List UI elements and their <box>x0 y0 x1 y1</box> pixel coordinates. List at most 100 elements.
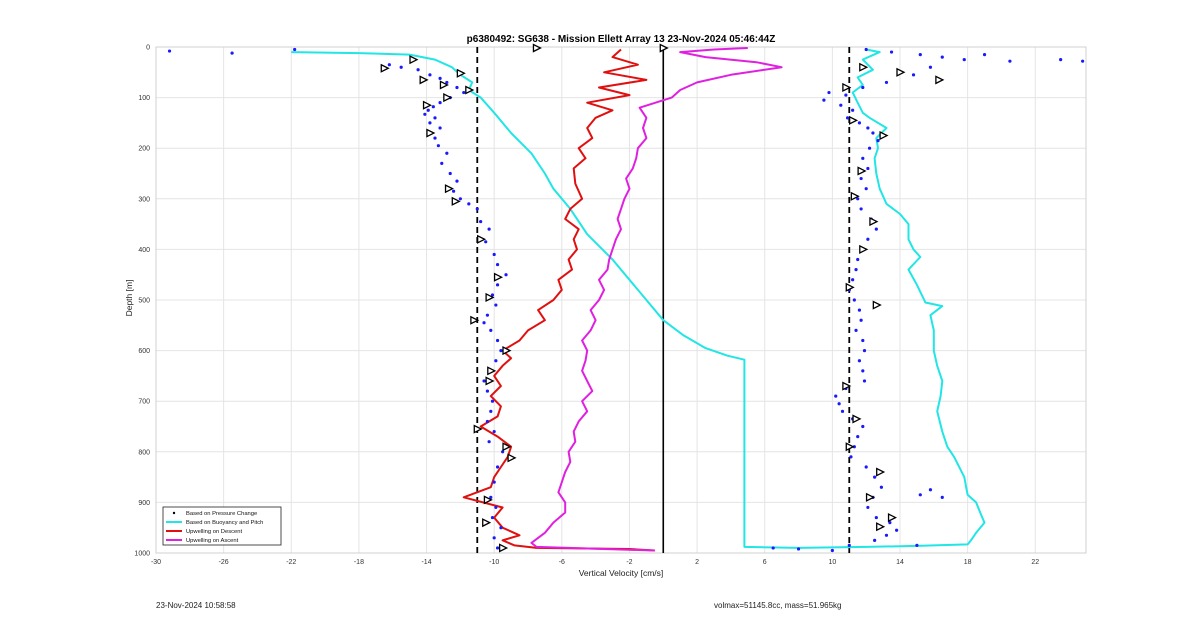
x-tick-label: -10 <box>489 559 499 566</box>
marker-triangle <box>879 130 889 141</box>
marker-triangle <box>473 424 483 434</box>
y-tick-label: 800 <box>138 449 150 456</box>
marker-triangle <box>426 128 436 138</box>
data-point <box>840 409 845 413</box>
marker-triangle <box>487 366 497 376</box>
marker-triangle <box>845 442 855 452</box>
data-point <box>851 108 855 112</box>
data-point <box>489 495 493 499</box>
marker-triangle <box>869 217 879 227</box>
legend: Based on Pressure Change Based on Buoyanc… <box>162 506 282 546</box>
data-point <box>485 313 490 317</box>
data-point <box>431 105 435 109</box>
data-point <box>499 349 503 353</box>
x-tick-label: -6 <box>559 559 565 566</box>
data-point <box>852 298 856 302</box>
y-axis-ticks: 0 100 200 300 400 500 600 700 800 900 1000 <box>134 45 150 558</box>
data-point <box>489 409 493 413</box>
marker-triangle <box>451 196 461 206</box>
x-tick-label: 10 <box>828 559 836 566</box>
data-point <box>918 493 922 497</box>
marker-triangle <box>659 43 669 53</box>
data-point <box>928 65 933 69</box>
data-point <box>856 257 860 262</box>
legend-swatch <box>172 511 176 515</box>
data-point <box>399 65 403 69</box>
marker-triangle <box>935 75 945 85</box>
data-point <box>884 80 889 85</box>
data-point <box>490 293 495 297</box>
data-point <box>915 543 919 548</box>
y-tick-label: 900 <box>138 500 150 507</box>
data-point <box>873 538 877 542</box>
marker-triangle <box>409 55 419 65</box>
marker-triangle <box>859 62 869 72</box>
data-point <box>490 515 495 520</box>
data-point <box>167 49 172 53</box>
data-point <box>859 176 863 181</box>
series-line <box>291 48 986 549</box>
marker-layer <box>380 43 945 553</box>
data-point <box>387 63 391 67</box>
y-tick-label: 600 <box>138 348 150 355</box>
data-point <box>862 349 867 353</box>
marker-triangle <box>849 115 859 125</box>
x-tick-label: -2 <box>626 559 632 566</box>
data-point <box>445 151 449 155</box>
y-tick-label: 700 <box>138 399 150 406</box>
data-point <box>501 450 505 454</box>
marker-triangle <box>532 43 542 53</box>
data-point <box>982 52 987 57</box>
data-point <box>859 207 863 211</box>
marker-triangle <box>493 272 504 282</box>
marker-triangle <box>485 376 495 386</box>
data-point <box>874 515 878 520</box>
data-point <box>859 318 863 322</box>
data-point <box>492 480 496 484</box>
marker-triangle <box>456 68 466 78</box>
data-point <box>462 90 466 95</box>
data-point <box>482 321 486 325</box>
data-point <box>230 51 234 55</box>
data-point <box>940 55 944 59</box>
y-tick-label: 300 <box>138 196 150 203</box>
data-point <box>857 121 862 125</box>
data-point <box>504 273 508 277</box>
data-point <box>861 369 865 373</box>
x-tick-label: 2 <box>695 559 699 566</box>
data-point <box>495 262 500 267</box>
data-point <box>928 488 933 492</box>
data-point <box>849 455 853 459</box>
data-point <box>867 146 872 150</box>
data-point <box>830 548 834 553</box>
data-point <box>940 495 944 499</box>
data-point <box>822 98 826 102</box>
marker-triangle <box>502 346 512 356</box>
data-point <box>490 399 495 403</box>
data-point <box>861 424 865 429</box>
data-point <box>861 85 865 90</box>
data-point <box>837 402 841 406</box>
marker-triangle <box>865 492 876 502</box>
marker-triangle <box>857 166 867 176</box>
x-tick-label: 22 <box>1031 559 1039 566</box>
marker-triangle <box>887 513 897 523</box>
x-tick-label: -26 <box>219 559 229 566</box>
data-point <box>889 50 894 54</box>
marker-triangle <box>896 67 906 77</box>
marker-triangle <box>498 543 509 553</box>
data-point <box>856 435 860 439</box>
data-point <box>864 465 868 469</box>
data-point <box>962 58 966 62</box>
data-point <box>796 547 801 551</box>
x-tick-label: 14 <box>896 559 904 566</box>
data-point <box>436 144 440 148</box>
x-tick-label: -22 <box>286 559 296 566</box>
data-point <box>448 171 452 176</box>
legend-label: Upwelling on Descent <box>186 529 242 535</box>
data-point <box>771 546 775 550</box>
marker-triangle <box>850 191 860 201</box>
data-point <box>489 328 493 332</box>
data-point <box>467 202 471 206</box>
data-point <box>482 379 486 383</box>
